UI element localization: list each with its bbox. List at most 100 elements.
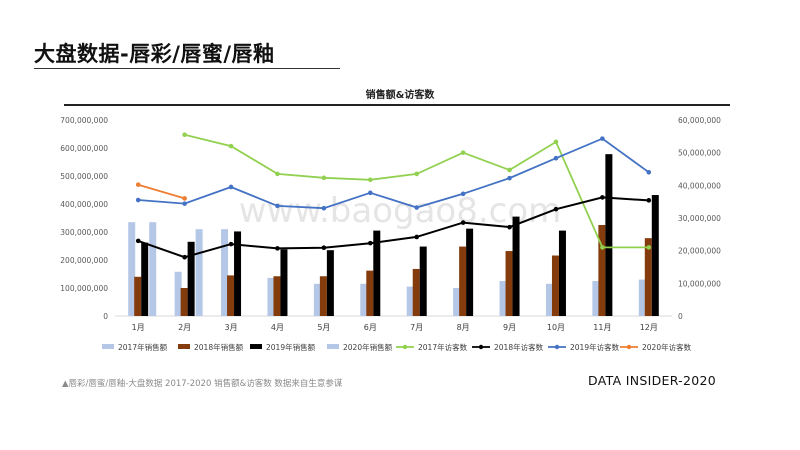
line-point-3-1 xyxy=(135,197,141,203)
y-right-tick-label: 30,000,000 xyxy=(678,214,721,223)
legend-label-5: 2017年访客数 xyxy=(418,342,468,352)
line-point-3-4 xyxy=(275,203,280,209)
y-left-tick-label: 200,000,000 xyxy=(60,256,108,265)
line-point-3-8 xyxy=(460,191,466,197)
bar-2-10 xyxy=(551,255,559,316)
line-point-2-6 xyxy=(367,240,373,246)
y-right-tick-label: 40,000,000 xyxy=(678,181,721,190)
y-left-tick-label: 600,000,000 xyxy=(60,144,108,153)
line-point-3-6 xyxy=(367,190,373,196)
line-point-1-9 xyxy=(507,167,512,173)
bar-2-3 xyxy=(227,275,235,316)
line-point-1-11 xyxy=(600,245,605,250)
line-point-2-12 xyxy=(646,198,652,203)
line-series-2 xyxy=(137,196,649,259)
bar-2-8 xyxy=(459,246,467,316)
bar-3-6 xyxy=(373,230,381,316)
line-point-3-7 xyxy=(414,205,420,210)
bar-1-3 xyxy=(221,229,229,316)
chart-title-rule xyxy=(64,104,730,106)
y-left-tick-label: 300,000,000 xyxy=(60,228,108,237)
legend-label-3: 2019年销售额 xyxy=(266,342,316,352)
bar-3-7 xyxy=(419,246,427,316)
bar-4-2 xyxy=(195,229,203,316)
x-tick-label: 7月 xyxy=(410,323,423,332)
bar-1-11 xyxy=(592,281,600,316)
legend-swatch-3 xyxy=(250,344,262,349)
line-point-1-7 xyxy=(414,171,420,177)
chart-title: 销售额&访客数 xyxy=(365,90,435,101)
line-series-3 xyxy=(138,137,650,210)
y-left-tick-label: 700,000,000 xyxy=(60,116,108,125)
bar-3-8 xyxy=(466,228,474,316)
x-tick-label: 1月 xyxy=(132,323,145,332)
bar-2-5 xyxy=(319,276,327,316)
line-point-2-10 xyxy=(553,206,559,212)
bar-3-5 xyxy=(326,250,334,316)
x-tick-label: 6月 xyxy=(364,323,377,332)
y-left-tick-label: 100,000,000 xyxy=(60,284,108,293)
bar-3-2 xyxy=(187,241,195,316)
line-point-2-3 xyxy=(228,241,234,247)
legend-marker-8 xyxy=(626,344,632,350)
legend-label-1: 2017年销售额 xyxy=(118,342,168,352)
y-right-tick-label: 10,000,000 xyxy=(678,279,721,288)
bar-1-10 xyxy=(545,283,553,316)
bar-2-7 xyxy=(412,268,420,316)
line-point-1-8 xyxy=(460,150,466,155)
line-point-1-6 xyxy=(367,177,373,183)
line-point-1-10 xyxy=(553,139,559,145)
bar-1-7 xyxy=(406,286,414,316)
bar-3-4 xyxy=(280,249,288,316)
line-point-1-3 xyxy=(228,143,234,149)
line-point-3-10 xyxy=(553,155,559,161)
bar-1-8 xyxy=(453,288,461,316)
bar-1-2 xyxy=(174,271,182,316)
x-tick-label: 5月 xyxy=(317,323,330,332)
footer-source-note: ▲唇彩/唇蜜/唇釉-大盘数据 2017-2020 销售额&访客数 数据来自生意参… xyxy=(62,379,343,389)
legend-label-7: 2019年访客数 xyxy=(570,342,620,352)
bar-2-2 xyxy=(180,288,188,316)
bar-3-10 xyxy=(558,230,566,316)
legend-swatch-4 xyxy=(327,344,339,349)
y-right-tick-label: 20,000,000 xyxy=(678,247,721,256)
x-tick-label: 9月 xyxy=(503,323,516,332)
bar-2-9 xyxy=(505,251,513,316)
bar-3-3 xyxy=(234,231,242,316)
y-left-tick-label: 500,000,000 xyxy=(60,172,108,181)
bar-4-1 xyxy=(149,222,157,316)
line-point-2-2 xyxy=(182,254,187,260)
x-tick-label: 12月 xyxy=(640,323,658,332)
line-point-2-7 xyxy=(414,234,420,240)
bar-3-1 xyxy=(141,242,149,316)
legend-label-6: 2018年访客数 xyxy=(494,342,544,352)
y-left-tick-label: 400,000,000 xyxy=(60,200,108,209)
x-tick-label: 2月 xyxy=(178,323,191,332)
bar-3-11 xyxy=(605,154,613,316)
legend-swatch-1 xyxy=(102,344,114,349)
line-point-3-9 xyxy=(507,175,512,181)
bar-2-12 xyxy=(644,238,652,316)
bar-1-4 xyxy=(267,277,275,316)
line-point-3-3 xyxy=(228,184,234,190)
page-title: 大盘数据-唇彩/唇蜜/唇釉 xyxy=(34,42,275,66)
bar-3-12 xyxy=(651,195,659,316)
line-point-1-12 xyxy=(646,245,652,250)
line-series-4 xyxy=(137,183,185,200)
x-tick-label: 4月 xyxy=(271,323,284,332)
legend-swatch-2 xyxy=(178,344,190,349)
watermark-text: www.baogao8.com xyxy=(239,191,562,231)
legend-marker-5 xyxy=(402,344,408,350)
line-point-2-8 xyxy=(460,220,466,225)
y-right-tick-label: 60,000,000 xyxy=(678,116,721,125)
line-point-4-2 xyxy=(182,196,187,201)
bar-1-9 xyxy=(499,281,507,316)
bar-2-11 xyxy=(598,225,606,316)
bar-1-6 xyxy=(360,283,368,316)
line-point-2-1 xyxy=(135,238,141,244)
bar-3-9 xyxy=(512,216,520,316)
line-point-1-4 xyxy=(275,171,280,177)
title-underline xyxy=(34,68,340,69)
legend-label-8: 2020年访客数 xyxy=(642,342,692,352)
